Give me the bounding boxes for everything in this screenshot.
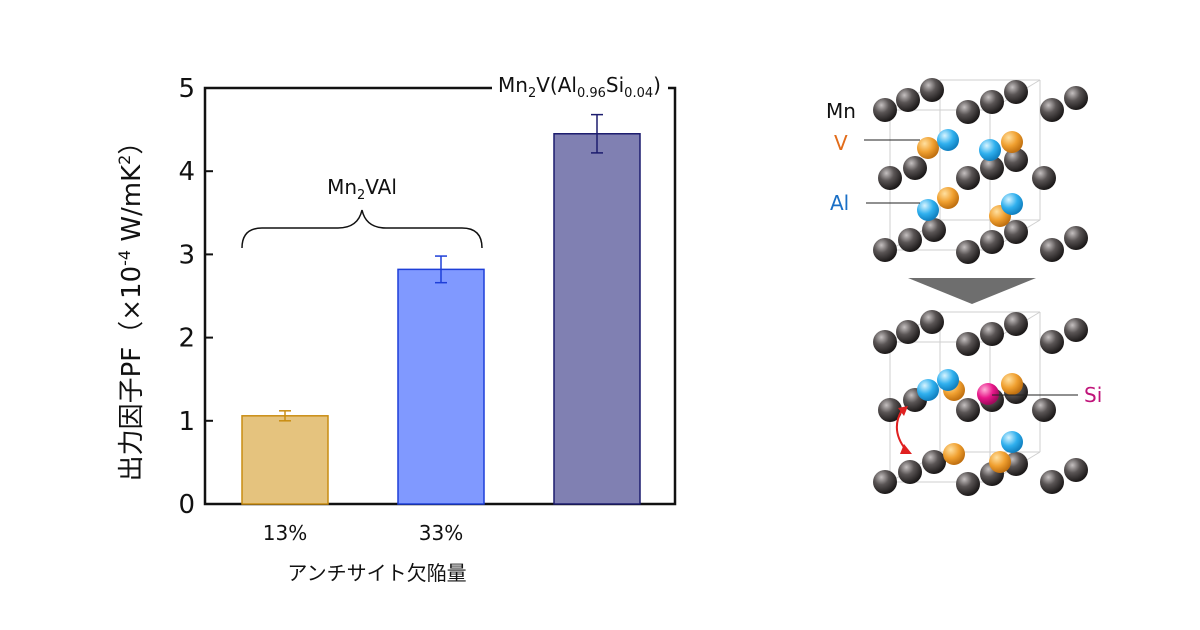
exchange-arrow-icon: [895, 409, 907, 451]
y-tick-label: 3: [178, 240, 195, 270]
crystal-cell-si-doped: [873, 310, 1088, 496]
group-label-sub: 2: [357, 188, 365, 203]
mn-atom: [1040, 98, 1064, 122]
mn-atom: [1004, 80, 1028, 104]
v-label: V: [834, 131, 848, 155]
mn-atom: [903, 156, 927, 180]
y-tick-label: 4: [178, 157, 195, 187]
group-brace: [241, 209, 483, 249]
transition-arrow-icon: [908, 278, 1036, 304]
mn-atom: [920, 78, 944, 102]
mn-atom: [1040, 238, 1064, 262]
mn-atom: [1064, 86, 1088, 110]
mn-atom: [956, 240, 980, 264]
mn-atom: [956, 166, 980, 190]
x-axis-label: アンチサイト欠陥量: [287, 561, 466, 585]
v-atom: [989, 451, 1011, 473]
mn-atom: [873, 330, 897, 354]
si-atom: [977, 383, 999, 405]
y-tick-label: 2: [178, 324, 195, 354]
al-atom: [937, 369, 959, 391]
al-atom: [979, 139, 1001, 161]
mn-atom: [956, 100, 980, 124]
exchange-arrowhead-bottom: [900, 444, 912, 454]
v-atom: [917, 137, 939, 159]
mn-atom: [1004, 220, 1028, 244]
v-atom: [937, 187, 959, 209]
v-atom: [1001, 131, 1023, 153]
group-label: Mn2VAl: [327, 175, 397, 203]
y-axis-label-close: ）: [117, 129, 147, 155]
mn-atom: [956, 398, 980, 422]
mn-atom: [956, 332, 980, 356]
mn-atom: [873, 98, 897, 122]
mn-atom: [980, 230, 1004, 254]
mn-atom: [1040, 470, 1064, 494]
mn-atom: [922, 218, 946, 242]
mn-atom: [896, 320, 920, 344]
al-atom: [917, 379, 939, 401]
mn-atom: [878, 166, 902, 190]
mn-atom: [1040, 330, 1064, 354]
mn-atom: [980, 156, 1004, 180]
y-tick-label: 1: [178, 407, 195, 437]
bar: [397, 268, 485, 505]
mn-label: Mn: [826, 99, 856, 123]
top-compound-label: Mn2V(Al0.96Si0.04): [498, 73, 661, 101]
y-tick-label: 0: [178, 490, 195, 520]
group-label-rest: VAl: [365, 175, 397, 199]
y-axis-label: 出力因子PF（×10-4 W/mK2）: [115, 129, 147, 482]
y-axis-label-unit: W/mK: [117, 164, 147, 250]
mn-atom: [922, 450, 946, 474]
al-atom: [1001, 193, 1023, 215]
mn-atom: [980, 90, 1004, 114]
mn-atom: [980, 322, 1004, 346]
y-axis-label-unit-exp: 2: [115, 155, 134, 165]
mn-atom: [1004, 148, 1028, 172]
al-label: Al: [830, 191, 849, 215]
group-label-base: Mn: [327, 175, 357, 199]
mn-atom: [1064, 458, 1088, 482]
crystal-cell-mn2val: [873, 78, 1088, 264]
frame-label-gap: [492, 85, 668, 91]
mn-atom: [1064, 226, 1088, 250]
labels: 出力因子PF（×10-4 W/mK2） アンチサイト欠陥量 Mn2VAl Mn2…: [115, 73, 661, 585]
exchange-arrowhead-top: [898, 406, 908, 416]
y-axis-label-exp: -4: [115, 250, 134, 266]
mn-atom: [1004, 312, 1028, 336]
al-atom: [937, 129, 959, 151]
mn-atom: [956, 472, 980, 496]
mn-atom: [920, 310, 944, 334]
y-axis-label-main: 出力因子PF（×10: [117, 266, 147, 482]
v-atom: [943, 443, 965, 465]
si-label: Si: [1084, 383, 1102, 407]
bars: 13% 33%: [241, 113, 641, 545]
x-tick-label: 13%: [263, 521, 307, 545]
bar: [553, 133, 641, 505]
mn-atom: [1064, 318, 1088, 342]
mn-atom: [873, 238, 897, 262]
mn-atom: [898, 460, 922, 484]
mn-atom: [1032, 398, 1056, 422]
x-tick-label: 33%: [419, 521, 463, 545]
mn-atom: [873, 470, 897, 494]
mn-atom: [896, 88, 920, 112]
al-atom: [1001, 431, 1023, 453]
mn-atom: [1032, 166, 1056, 190]
y-tick-label: 5: [178, 74, 195, 104]
mn-atom: [878, 398, 902, 422]
crystal-structure-figure: Mn V Al Si: [826, 78, 1102, 496]
mn-atom: [898, 228, 922, 252]
v-atom: [1001, 373, 1023, 395]
al-atom: [917, 199, 939, 221]
bar: [241, 415, 329, 505]
